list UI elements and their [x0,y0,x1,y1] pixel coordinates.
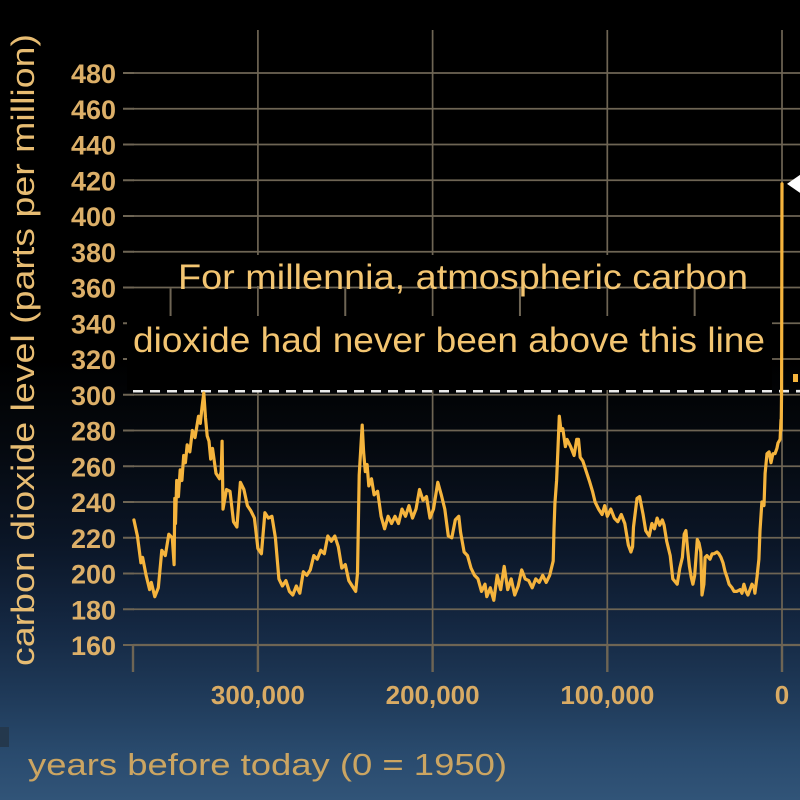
x-tick-label-300000: 300,000 [211,680,305,710]
grid-layer [123,30,800,672]
y-tick-label-320: 320 [71,345,116,375]
y-tick-label-220: 220 [71,524,116,554]
annotation-box-1 [144,255,756,286]
x-axis-title: years before today (0 = 1950) [28,747,507,782]
video-edge-artifact [0,727,9,747]
annotation-boxes [127,255,772,390]
y-tick-label-480: 480 [71,59,116,89]
current-level-arrow-icon [787,174,800,193]
x-tick-label-200000: 200,000 [386,680,480,710]
y-axis-title: carbon dioxide level (parts per million) [5,34,41,666]
y-tick-label-300: 300 [71,381,116,411]
y-tick-label-420: 420 [71,166,116,196]
y-tick-label-180: 180 [71,595,116,625]
y-tick-label-260: 260 [71,452,116,482]
x-tick-label-0: 0 [775,680,789,710]
annotation-line-1: For millennia, atmospheric carbon [178,258,748,297]
annotation-box-2 [127,316,772,390]
y-tick-label-200: 200 [71,560,116,590]
y-tick-label-240: 240 [71,488,116,518]
y-tick-label-160: 160 [71,631,116,661]
x-tick-label-100000: 100,000 [560,680,654,710]
y-tick-label-340: 340 [71,309,116,339]
co2-data-line [132,182,784,602]
y-tick-label-380: 380 [71,238,116,268]
y-tick-label-400: 400 [71,202,116,232]
axis-tick-labels: 480 460 440 420 400 380 360 340 320 300 280 260 240 2… [71,59,789,710]
y-tick-label-360: 360 [71,274,116,304]
y-tick-label-280: 280 [71,417,116,447]
co2-series-line [132,182,798,602]
current-level-arrowhead-icon [787,174,800,193]
y-tick-label-460: 460 [71,95,116,125]
series-edge-fragment [793,374,798,382]
annotation-line-2: dioxide had never been above this line [133,321,765,360]
y-tick-label-440: 440 [71,131,116,161]
